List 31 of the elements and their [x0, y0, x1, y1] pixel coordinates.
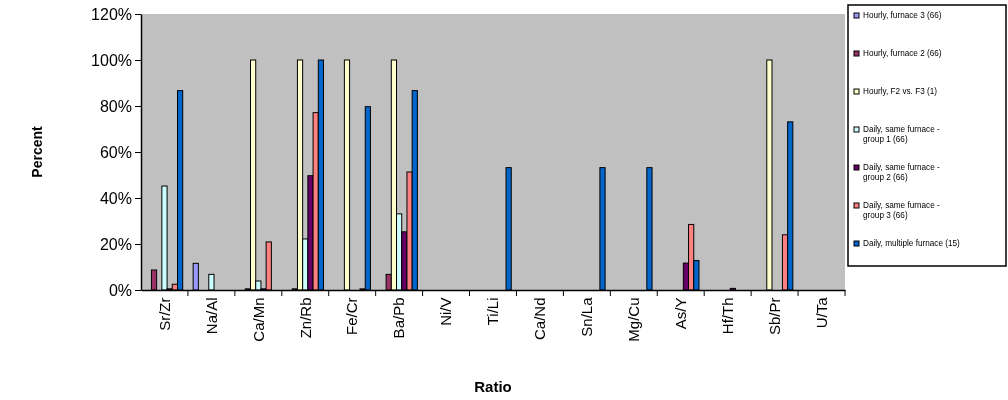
y-tick-label: 40%: [99, 189, 132, 207]
x-tick-label: Sr/Zr: [155, 297, 173, 331]
x-tick-label: Ca/Nd: [531, 297, 549, 341]
x-axis-title: Ratio: [474, 378, 512, 395]
legend-label: Daily, same furnace - group 2 (66): [863, 163, 941, 182]
x-tick-label: Fe/Cr: [343, 297, 361, 335]
legend-label: Daily, same furnace - group 3 (66): [863, 201, 941, 220]
y-tick-label: 0%: [108, 281, 132, 299]
legend-label: Hourly, furnace 2 (66): [863, 49, 942, 58]
y-tick-label: 60%: [99, 143, 132, 161]
legend-label: Daily, same furnace - group 1 (66): [863, 125, 941, 144]
x-tick-label: Ti/Li: [484, 297, 502, 326]
x-tick-label: Na/Al: [202, 297, 220, 335]
x-tick-label: Ca/Mn: [249, 297, 267, 342]
y-tick-label: 80%: [99, 97, 132, 115]
x-tick-label: Zn/Rb: [296, 297, 314, 339]
y-tick-label: 20%: [99, 235, 132, 253]
x-tick-label: Sb/Pr: [765, 297, 783, 336]
x-tick-label: Hf/Th: [718, 297, 736, 335]
y-axis-title: Percent: [29, 125, 45, 178]
legend-label: Hourly, furnace 3 (66): [863, 11, 942, 20]
legend-label: Hourly, F2 vs. F3 (1): [863, 87, 938, 96]
x-tick-label: Mg/Cu: [625, 297, 643, 342]
y-tick-label: 100%: [91, 51, 132, 69]
x-tick-label: As/Y: [671, 297, 689, 330]
legend-label: Daily, multiple furnace (15): [863, 239, 961, 248]
x-tick-label: U/Ta: [812, 296, 830, 329]
x-tick-label: Ni/V: [437, 297, 455, 326]
x-tick-label: Sn/La: [578, 296, 596, 337]
y-tick-label: 120%: [91, 5, 132, 23]
x-tick-label: Ba/Pb: [390, 297, 408, 339]
